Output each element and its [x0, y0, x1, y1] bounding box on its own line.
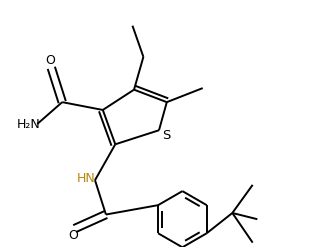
Text: O: O	[68, 229, 78, 242]
Text: S: S	[162, 129, 170, 142]
Text: HN: HN	[77, 172, 96, 185]
Text: H₂N: H₂N	[17, 118, 40, 130]
Text: O: O	[45, 54, 55, 66]
